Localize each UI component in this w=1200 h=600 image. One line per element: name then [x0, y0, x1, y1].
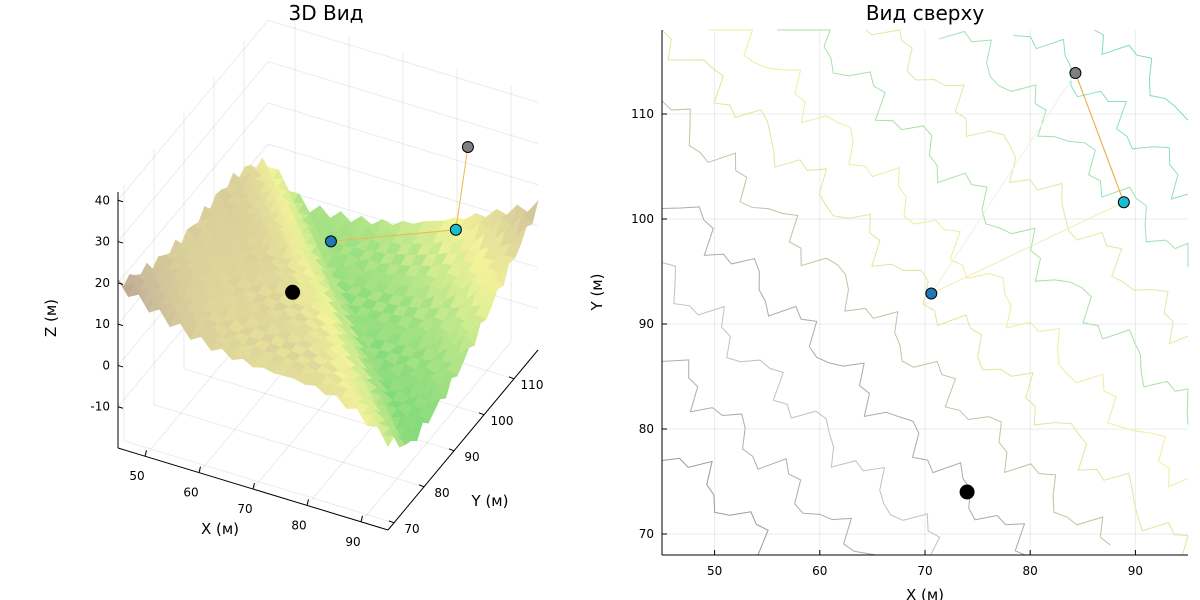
y-tick-mark	[478, 412, 485, 416]
waypoint-marker-3d	[449, 223, 462, 236]
grid-line	[123, 440, 395, 524]
contour-line	[1013, 35, 1189, 200]
contour-line	[661, 424, 805, 556]
y-tick-label: 110	[631, 107, 654, 121]
markers-2d	[925, 67, 1130, 500]
markers-3d	[285, 140, 474, 300]
x-tick-label: 50	[707, 564, 722, 578]
y-tick-label: 100	[631, 212, 654, 226]
z-tick-label-3d: 40	[95, 193, 110, 207]
z-axis-label-3d: Z (м)	[42, 299, 60, 337]
waypoint-marker	[925, 287, 938, 300]
contour-line	[661, 359, 876, 556]
waypoint-marker-3d	[461, 140, 474, 153]
route-segment	[1074, 72, 1125, 203]
y-tick-label-3d: 110	[521, 378, 544, 392]
x-tick-label: 60	[812, 564, 827, 578]
grid-line	[117, 102, 269, 284]
contour-line	[938, 30, 1189, 268]
x-tick-label: 70	[917, 564, 932, 578]
surface-facet	[377, 425, 395, 448]
x-tick-label-3d: 80	[291, 518, 306, 532]
y-tick-label: 70	[639, 527, 654, 541]
y-tick-label: 90	[639, 317, 654, 331]
title-3d: 3D Вид	[288, 1, 363, 25]
grid-line	[267, 19, 539, 103]
route-segment	[931, 201, 1125, 295]
panel-3d-view: 3D Вид 5060708090708090100110403020100-1…	[42, 1, 543, 549]
grid-line	[360, 341, 512, 523]
start-marker-3d	[285, 284, 301, 300]
x-tick-label-3d: 60	[183, 486, 198, 500]
y-tick-label-3d: 80	[434, 486, 449, 500]
start-marker	[959, 484, 975, 500]
surface-3d	[117, 157, 539, 448]
axes-2d: 50 60 70 80 90 70 80 90 100 110	[631, 30, 1188, 578]
waypoint-marker	[1117, 196, 1130, 209]
grid-2d	[662, 30, 1188, 555]
y-tick-label: 80	[639, 422, 654, 436]
contour-line	[707, 29, 1189, 488]
y-tick-mark	[388, 520, 395, 524]
axis-line	[387, 349, 539, 531]
waypoint-marker	[1069, 67, 1082, 80]
z-tick-mark	[117, 364, 124, 368]
x-axis-label-3d: X (м)	[201, 520, 239, 538]
y-axis-label-2d: Y (м)	[588, 274, 606, 312]
z-tick-mark	[117, 282, 124, 285]
z-tick-mark	[117, 241, 124, 244]
z-tick-mark	[117, 323, 124, 327]
z-tick-label-3d: 10	[95, 317, 110, 331]
grid-line	[117, 19, 269, 201]
z-tick-label-3d: 20	[95, 276, 110, 290]
title-top-view: Вид сверху	[866, 1, 985, 25]
x-tick-label: 90	[1128, 564, 1143, 578]
y-tick-label-3d: 90	[464, 450, 479, 464]
x-tick-mark	[144, 450, 147, 457]
contour-line	[661, 253, 948, 556]
z-tick-label-3d: -10	[90, 400, 110, 414]
contour-line	[661, 100, 1111, 546]
y-tick-mark	[508, 376, 515, 380]
x-tick-label-3d: 90	[345, 535, 360, 549]
x-tick-label: 80	[1023, 564, 1038, 578]
z-tick-mark	[117, 199, 124, 203]
contour-line	[1094, 29, 1189, 121]
z-tick-mark	[117, 406, 124, 409]
waypoint-marker-3d	[324, 235, 337, 248]
y-tick-mark	[448, 448, 455, 452]
contour-line	[777, 29, 1189, 425]
y-axis-label-3d: Y (м)	[471, 492, 509, 510]
contour-line	[865, 29, 1189, 345]
z-tick-label-3d: 30	[95, 235, 110, 249]
grid-line	[117, 61, 269, 242]
x-axis-label-2d: X (м)	[906, 586, 944, 600]
y-tick-mark	[418, 484, 425, 488]
z-tick-label-3d: 0	[102, 358, 110, 372]
x-tick-mark	[198, 466, 201, 473]
route-path	[930, 72, 1125, 295]
y-tick-label-3d: 100	[491, 414, 514, 428]
y-tick-label-3d: 70	[404, 522, 419, 536]
x-tick-mark	[306, 499, 309, 506]
grid-line	[267, 102, 539, 186]
x-tick-label-3d: 50	[129, 469, 144, 483]
x-tick-mark	[252, 482, 255, 490]
x-tick-label-3d: 70	[237, 502, 252, 516]
grid-line	[153, 404, 425, 488]
grid-line	[267, 61, 539, 145]
x-tick-mark	[360, 515, 363, 522]
route-segment	[930, 72, 1076, 294]
